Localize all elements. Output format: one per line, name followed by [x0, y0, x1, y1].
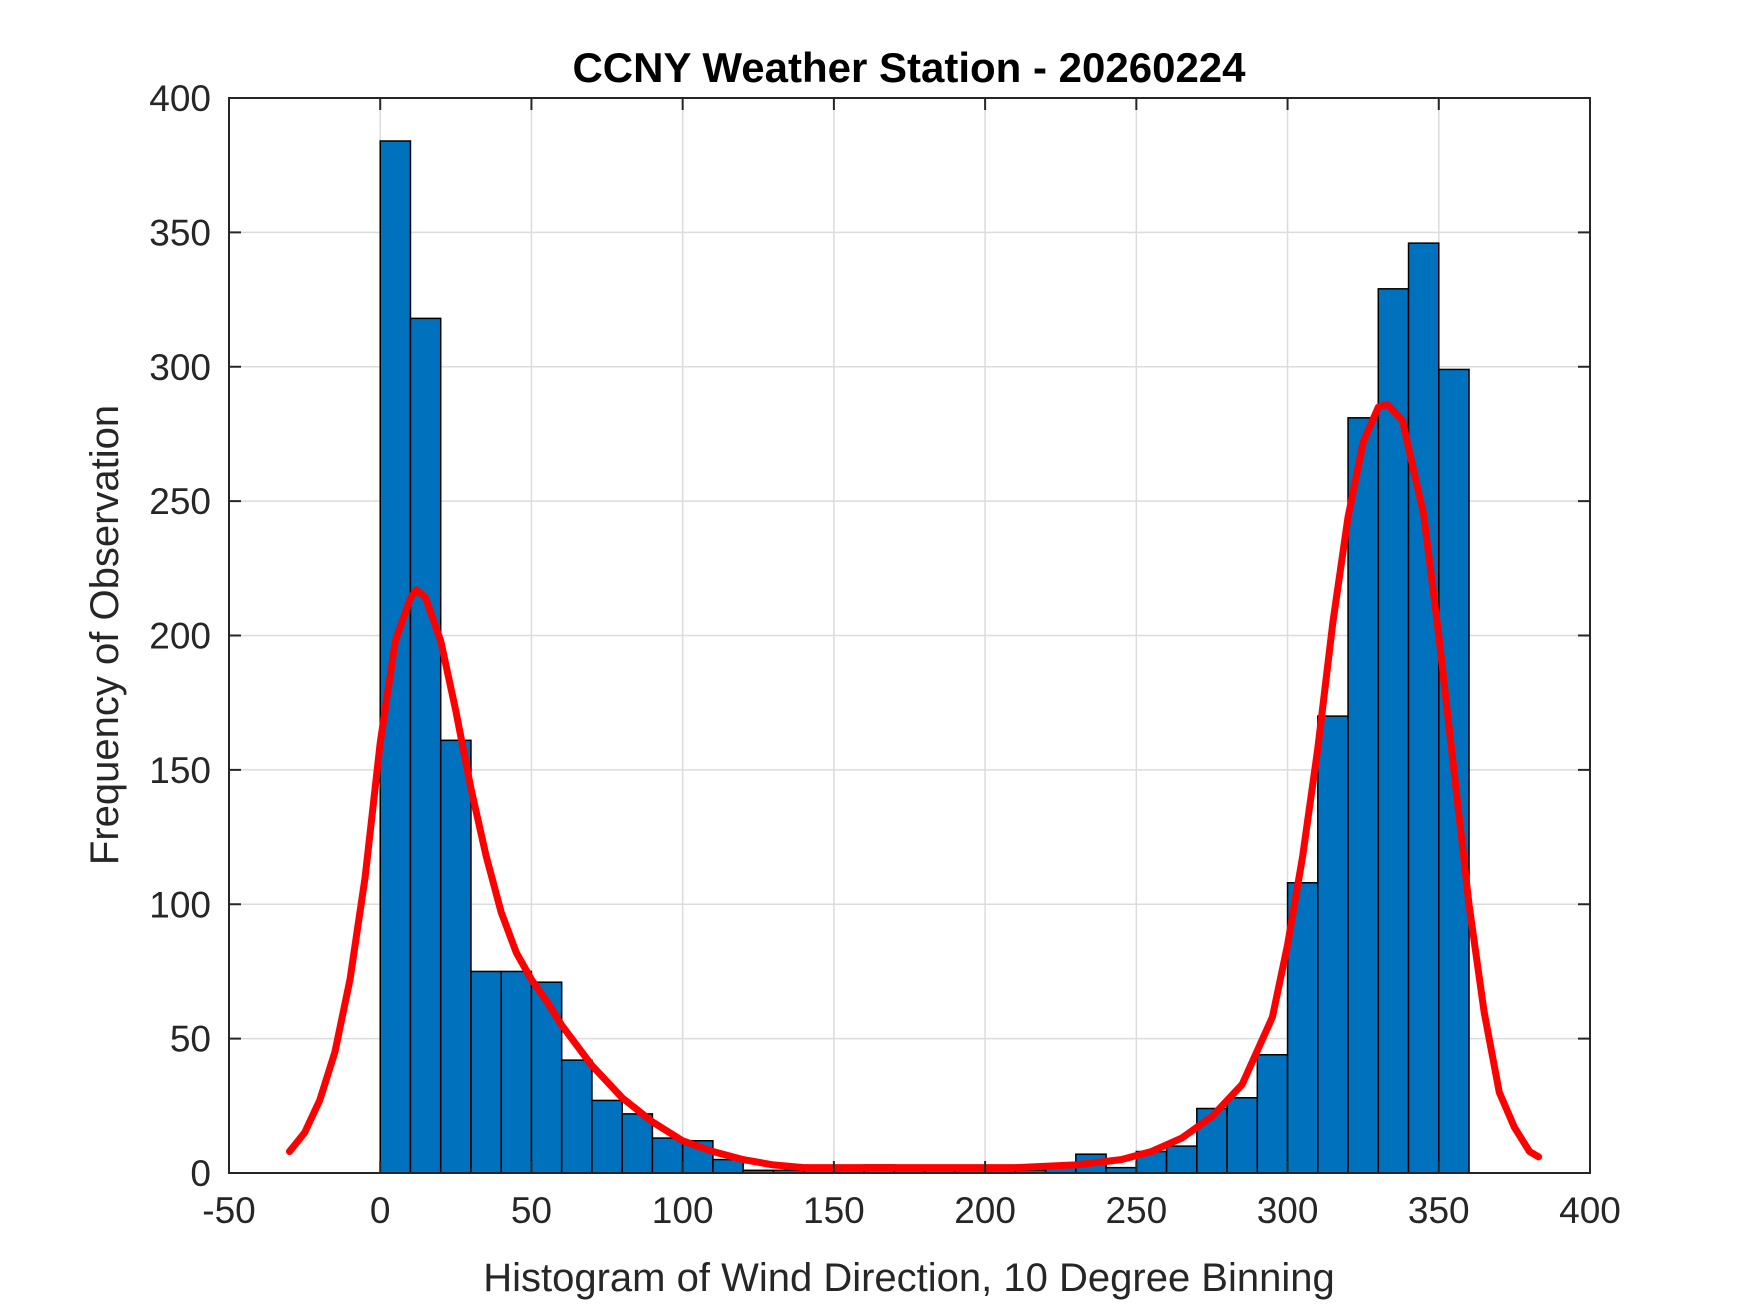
x-tick-label: 350: [1408, 1190, 1470, 1231]
histogram-bar: [1226, 1097, 1259, 1174]
chart-title: CCNY Weather Station - 20260224: [572, 44, 1246, 91]
histogram-bar: [439, 739, 472, 1174]
histogram-bar: [1407, 242, 1440, 1174]
histogram-bar: [1256, 1054, 1289, 1174]
x-axis-label: Histogram of Wind Direction, 10 Degree B…: [483, 1256, 1335, 1300]
y-tick-label: 100: [149, 884, 211, 925]
x-tick-label: 150: [803, 1190, 865, 1231]
histogram-bar: [560, 1059, 593, 1174]
y-tick-label: 150: [149, 750, 211, 791]
y-tick-label: 250: [149, 481, 211, 522]
histogram-bar: [470, 970, 502, 1174]
x-tick-label: 400: [1559, 1190, 1621, 1231]
x-tick-label: 0: [370, 1190, 391, 1231]
fit-curve-layer: [286, 400, 1543, 1172]
y-tick-label: 400: [149, 78, 211, 119]
y-axis-label: Frequency of Observation: [83, 405, 127, 865]
y-tick-label: 200: [149, 616, 211, 657]
histogram-bar: [1317, 715, 1349, 1174]
fit-curve: [286, 400, 1543, 1172]
x-tick-label: 250: [1105, 1190, 1167, 1231]
x-tick-label: 300: [1257, 1190, 1319, 1231]
x-tick-label: -50: [202, 1190, 255, 1231]
histogram-bar: [530, 981, 563, 1174]
histogram-bar: [500, 970, 533, 1174]
y-tick-label: 0: [190, 1153, 211, 1194]
y-tick-label: 50: [170, 1019, 211, 1060]
histogram-bar: [409, 317, 442, 1174]
histogram-bar: [1347, 417, 1380, 1174]
x-tick-label: 200: [954, 1190, 1016, 1231]
histogram-bar: [1165, 1145, 1198, 1174]
axis-ticks: -50 0 50 100 150 200 250 300 350 4000501001502002…: [149, 78, 1621, 1231]
histogram-bar: [651, 1137, 684, 1174]
x-tick-label: 100: [652, 1190, 714, 1231]
x-tick-label: 50: [511, 1190, 552, 1231]
y-tick-label: 300: [149, 347, 211, 388]
y-tick-label: 350: [149, 212, 211, 253]
histogram-bar: [591, 1099, 623, 1174]
